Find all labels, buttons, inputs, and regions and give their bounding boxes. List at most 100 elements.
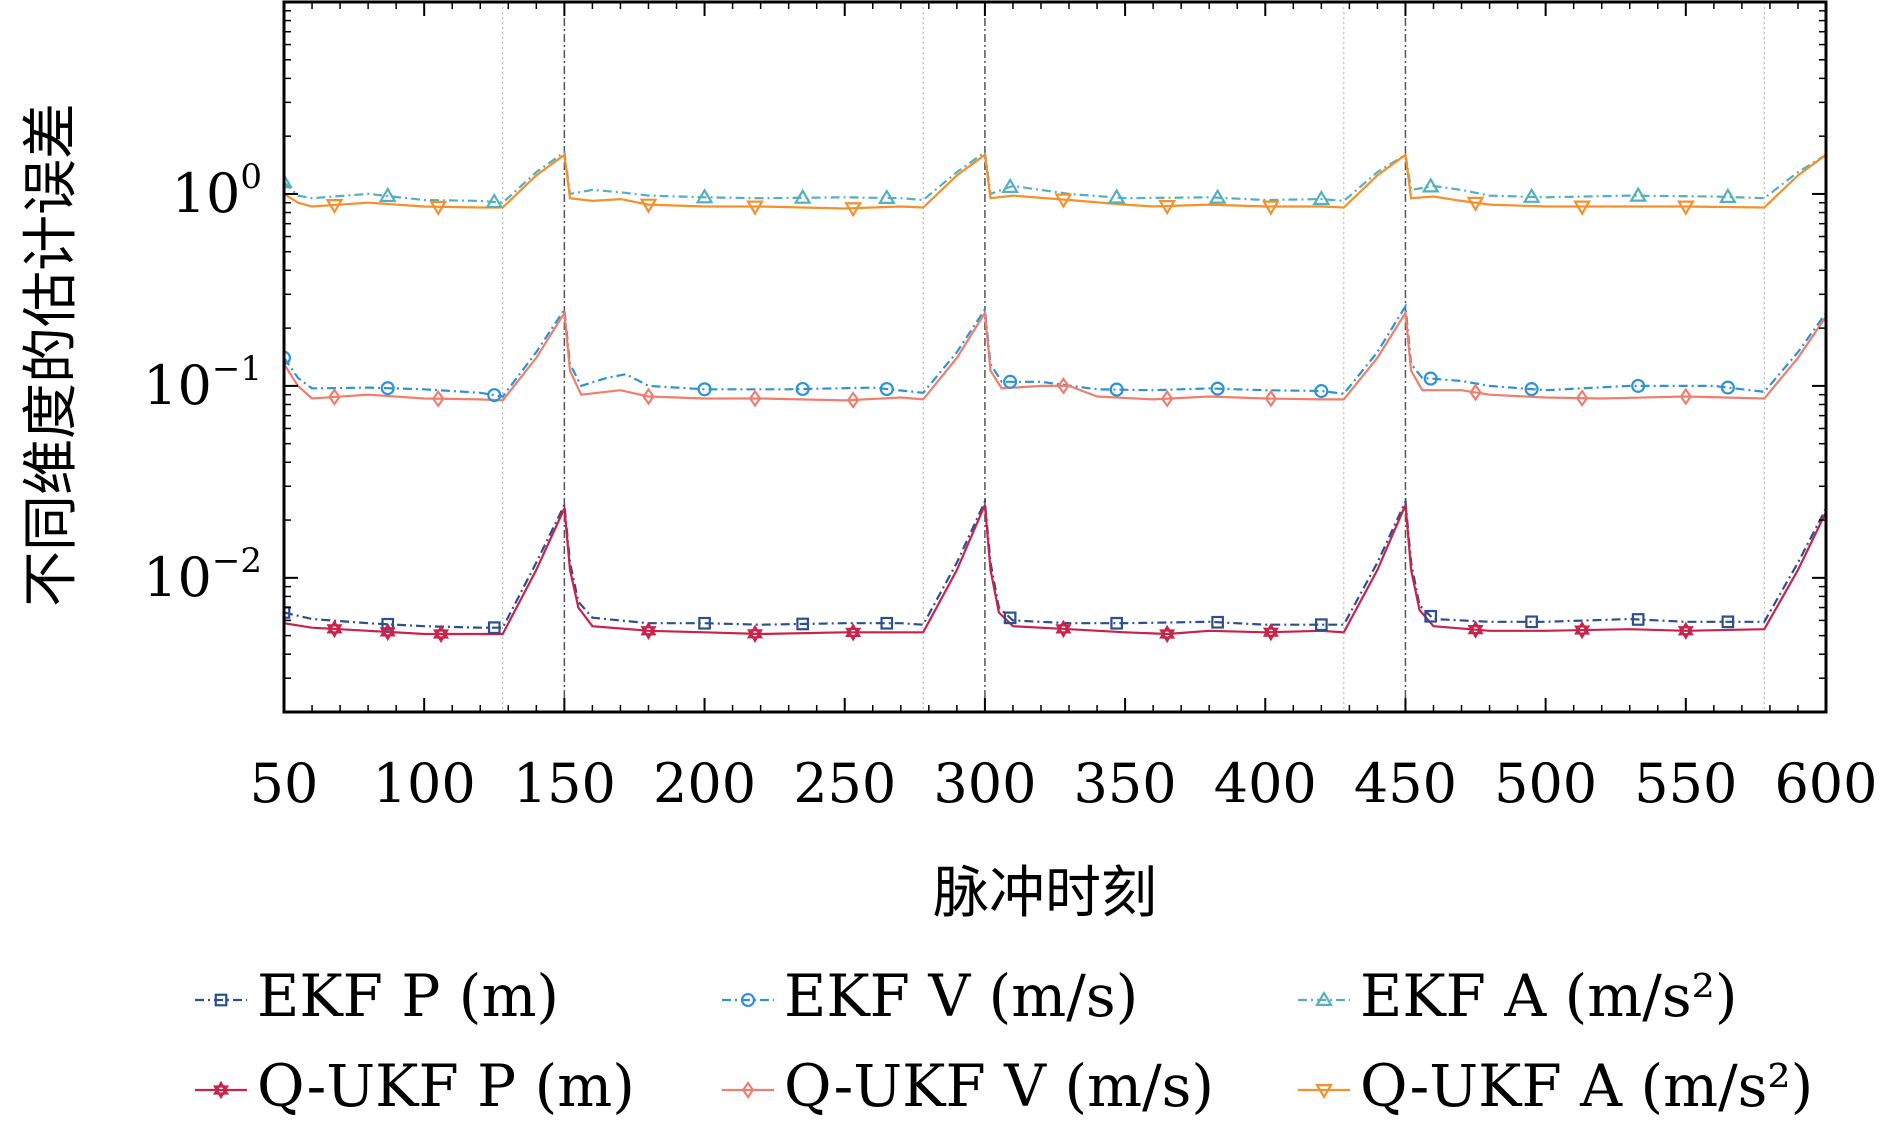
circle-marker	[879, 381, 894, 397]
triangle-up-marker	[1421, 177, 1440, 193]
circle-marker	[1631, 378, 1646, 393]
x-tick-label: 400	[1214, 752, 1317, 815]
x-tick-label: 150	[513, 752, 616, 815]
triangle-up-marker	[1107, 188, 1126, 204]
series-layer	[284, 150, 1826, 644]
circle-marker	[1003, 374, 1018, 389]
triangle-down-marker	[1466, 196, 1485, 212]
triangle-down-marker	[1573, 200, 1592, 216]
circle-marker	[284, 350, 292, 365]
triangle-up-marker	[378, 186, 397, 203]
square-marker	[381, 617, 395, 631]
diamond-marker	[642, 387, 655, 406]
circle-marker	[697, 382, 712, 397]
legend-entry: EKF V (m/s)	[722, 962, 1138, 1030]
triangle-up-marker	[1312, 189, 1331, 206]
circle-marker	[487, 388, 502, 403]
legend-label: Q-UKF P (m)	[257, 1052, 635, 1120]
star-marker	[640, 621, 657, 640]
triangle-down-marker	[1158, 200, 1177, 216]
y-tick-label: 10−2	[143, 541, 262, 609]
x-tick-label: 450	[1354, 752, 1457, 815]
series-line	[284, 309, 1826, 402]
y-tick-label: 10−1	[143, 349, 262, 417]
triangle-down-marker	[746, 200, 764, 216]
x-tick-label: 500	[1494, 752, 1597, 815]
star-marker	[1262, 622, 1279, 642]
legend-label: Q-UKF A (m/s²)	[1360, 1052, 1813, 1120]
x-tick-label: 350	[1074, 752, 1177, 815]
diamond-marker	[328, 388, 341, 406]
square-marker	[796, 617, 810, 631]
triangle-down-marker	[325, 199, 344, 215]
legend-label: Q-UKF V (m/s)	[784, 1052, 1214, 1120]
series-0	[284, 497, 1826, 629]
x-tick-label: 200	[653, 752, 756, 815]
diamond-marker	[431, 389, 445, 408]
triangle-up-marker	[877, 188, 896, 205]
square-marker	[1721, 615, 1735, 629]
y-tick-label: 100	[172, 157, 262, 225]
y-axis-title: 不同维度的估计误差	[19, 103, 84, 607]
triangle-down-marker	[1315, 1083, 1333, 1100]
star-marker	[326, 619, 343, 639]
triangle-up-marker	[1315, 990, 1333, 1007]
series-3	[284, 309, 1826, 402]
diamond-marker	[846, 391, 860, 409]
star-marker	[1055, 619, 1072, 639]
series-1	[284, 504, 1826, 636]
triangle-up-marker	[1001, 177, 1020, 193]
series-4-markers	[284, 173, 1737, 209]
star-marker	[1574, 620, 1591, 640]
circle-marker	[1210, 381, 1225, 396]
square-marker	[1003, 611, 1017, 625]
square-marker	[880, 616, 894, 630]
series-2-markers	[284, 350, 1735, 403]
series-5-markers	[325, 193, 1695, 218]
x-tick-label: 100	[373, 752, 476, 815]
legend-entry: EKF A (m/s²)	[1298, 962, 1737, 1030]
x-tick-label: 250	[793, 752, 896, 815]
series-line	[284, 504, 1826, 636]
diamond-marker	[1575, 389, 1589, 408]
square-marker	[1314, 618, 1328, 632]
square-marker	[1424, 609, 1438, 623]
circle-marker	[1720, 380, 1735, 395]
star-marker	[379, 622, 396, 642]
triangle-up-marker	[485, 192, 504, 209]
square-marker	[1211, 615, 1224, 629]
series-line	[284, 302, 1826, 398]
axes: 50 100 150 200 250 300 350 400 450 500 550 600 10−2 1…	[143, 0, 1878, 815]
triangle-down-marker	[429, 200, 448, 216]
star-marker	[213, 1080, 229, 1100]
square-marker	[487, 621, 501, 635]
legend-entry: Q-UKF A (m/s²)	[1298, 1052, 1813, 1120]
square-marker	[1110, 616, 1124, 630]
x-tick-label: 550	[1634, 752, 1737, 815]
triangle-up-marker	[1718, 187, 1737, 203]
series-5	[284, 152, 1826, 210]
diamond-marker	[748, 389, 762, 408]
star-marker	[845, 623, 862, 642]
triangle-up-marker	[695, 188, 714, 204]
series-1-markers	[326, 619, 1694, 644]
circle-marker	[795, 381, 810, 397]
series-0-markers	[284, 606, 1735, 635]
circle-marker	[740, 992, 756, 1008]
star-marker	[1159, 624, 1176, 644]
series-line	[284, 152, 1826, 210]
circle-marker	[1524, 382, 1539, 397]
series-2	[284, 302, 1826, 398]
triangle-down-marker	[639, 198, 658, 214]
circle-marker	[380, 381, 395, 396]
square-marker	[1631, 613, 1645, 626]
series-3-markers	[328, 376, 1693, 409]
series-line	[284, 497, 1826, 629]
legend-entry: Q-UKF P (m)	[195, 1052, 635, 1120]
square-marker	[1525, 615, 1538, 629]
triangle-up-marker	[1629, 186, 1648, 202]
legend-entry: EKF P (m)	[195, 962, 559, 1030]
legend-label: EKF A (m/s²)	[1360, 962, 1737, 1030]
triangle-up-marker	[793, 188, 812, 204]
